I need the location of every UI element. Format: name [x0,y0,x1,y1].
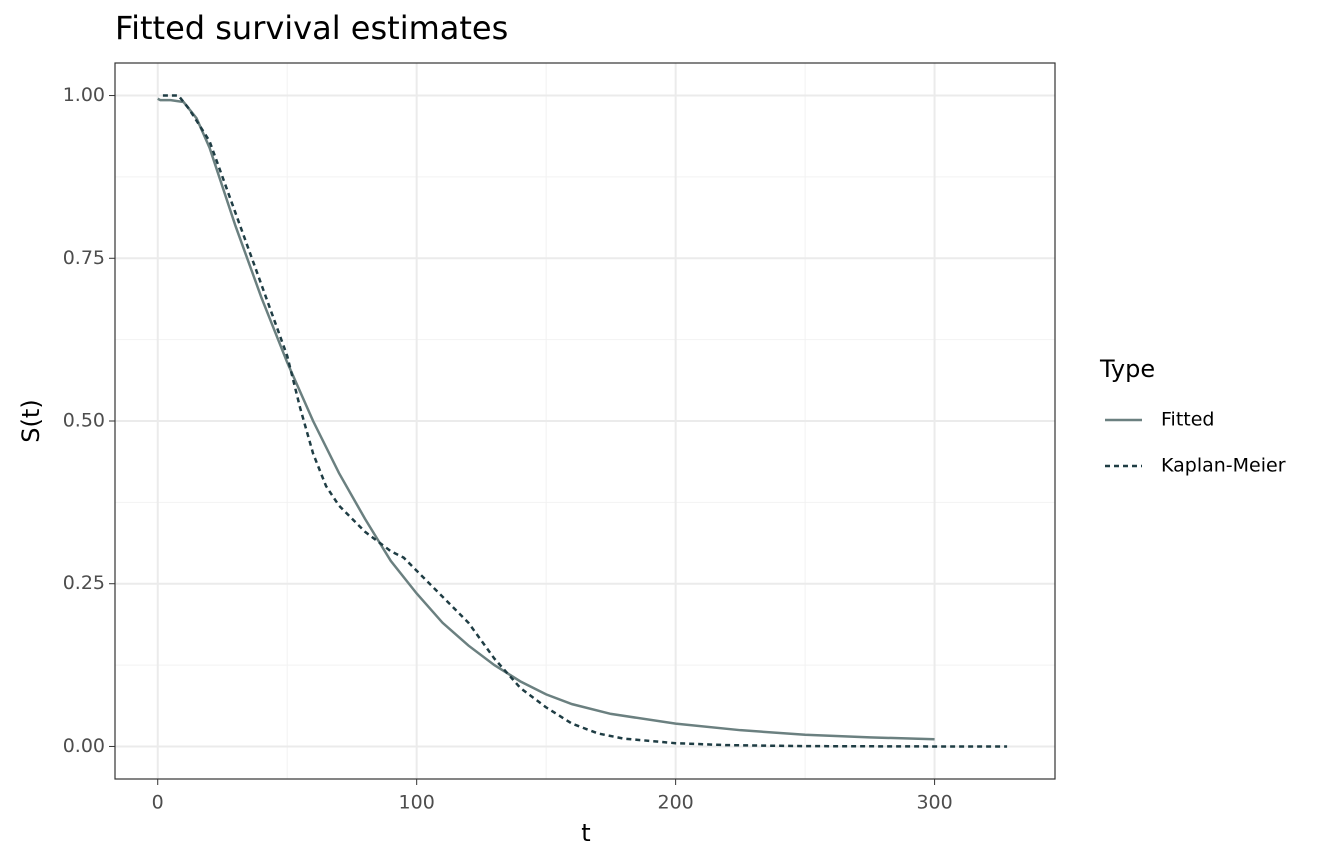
y-tick-label: 0.25 [63,572,105,594]
legend-label: Fitted [1161,409,1214,431]
chart-title: Fitted survival estimates [115,9,508,47]
y-tick-label: 0.00 [63,735,105,757]
y-tick-label: 0.75 [63,247,105,269]
x-axis-title: t [581,819,590,847]
x-tick-label: 200 [658,792,694,814]
plot-border [114,62,1056,780]
series-line [162,94,1008,748]
legend-title: Type [1099,355,1155,383]
y-tick-label: 1.00 [63,84,105,106]
y-axis-title: S(t) [17,399,45,442]
x-tick-label: 300 [916,792,952,814]
legend-label: Kaplan-Meier [1161,455,1286,477]
x-tick-label: 0 [152,792,164,814]
y-tick-label: 0.50 [63,410,105,432]
x-tick-label: 100 [399,792,435,814]
